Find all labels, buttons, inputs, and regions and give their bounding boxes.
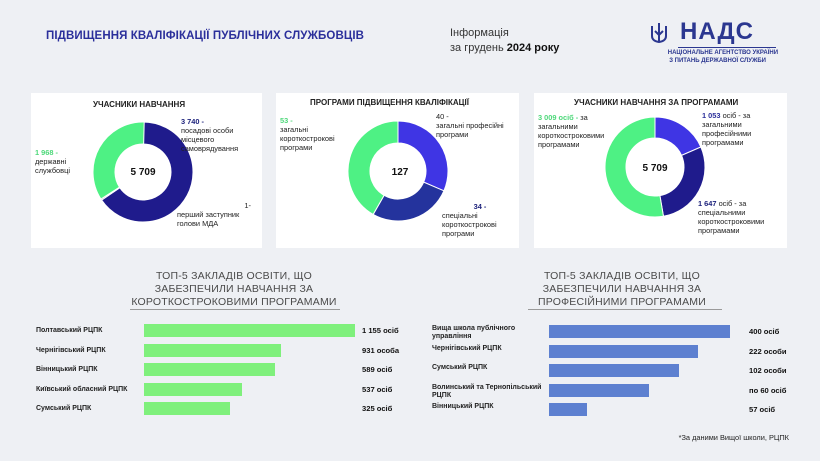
slice-text: спеціальні короткострокові програми	[442, 211, 497, 238]
bar	[549, 403, 588, 416]
bar-value-label: 325 осіб	[362, 404, 393, 413]
slice-value: 34 -	[473, 202, 487, 211]
slice-label-general-short: 53 - загальні короткострокові програми	[280, 116, 360, 152]
title-line: ЗАБЕЗПЕЧИЛИ НАВЧАННЯ ЗА	[154, 283, 314, 295]
bar-category-label: Чернігівський РЦПК	[36, 346, 106, 354]
bar-category-label: Київський обласний РЦПК	[36, 385, 128, 393]
slice-label-local-officials: 3 740 - посадові особи місцевого самовря…	[181, 117, 263, 153]
slice-label-special-short: 34 - спеціальні короткострокові програми	[442, 202, 518, 238]
slice-value: 1 647	[698, 199, 719, 208]
bar-category-label: Вища школа публічного управління	[432, 325, 516, 340]
card-title: УЧАСНИКИ НАВЧАННЯ ЗА ПРОГРАМАМИ	[574, 98, 739, 107]
card-participants: УЧАСНИКИ НАВЧАННЯ 5 709 3 740 - посадові…	[31, 93, 262, 248]
slice-value: 3 009 осіб -	[538, 113, 581, 122]
info-line2: за грудень 2024 року	[450, 41, 559, 56]
bar	[549, 344, 699, 358]
slice-label-general-short: 3 009 осіб - за загальними короткостроко…	[538, 113, 620, 149]
donut-slice-2	[604, 116, 665, 218]
slice-text: перший заступник голови МДА	[177, 210, 240, 228]
donut-center-total: 5 709	[642, 163, 668, 174]
card-participants-by-program: УЧАСНИКИ НАВЧАННЯ ЗА ПРОГРАМАМИ 5 709 3 …	[534, 93, 787, 248]
page-title: ПІДВИЩЕННЯ КВАЛІФІКАЦІЇ ПУБЛІЧНИХ СЛУЖБО…	[46, 30, 365, 42]
slice-value: 53 -	[280, 116, 293, 125]
donut-slice-2	[92, 121, 145, 200]
slice-label-general-professional: 40 - загальні професійні програми	[436, 112, 516, 139]
slice-value: 1 968 -	[35, 148, 59, 157]
slice-text: посадові особи місцевого самоврядування	[181, 126, 239, 153]
bar	[144, 324, 355, 337]
slice-text: осіб - за спеціальними короткостроковими…	[698, 199, 765, 235]
bar-category-label: Сумський РЦПК	[36, 405, 92, 412]
slice-text: державні службовці	[35, 157, 70, 175]
title-line: ЗАБЕЗПЕЧИЛИ НАВЧАННЯ ЗА	[542, 283, 702, 295]
bar-value-label: 102 особи	[749, 366, 787, 375]
bar	[144, 363, 275, 376]
bar	[144, 343, 281, 357]
bar	[549, 325, 730, 338]
card-title: ПРОГРАМИ ПІДВИЩЕННЯ КВАЛІФІКАЦІЇ	[310, 98, 469, 107]
card-programs: ПРОГРАМИ ПІДВИЩЕННЯ КВАЛІФІКАЦІЇ 127 40 …	[276, 93, 519, 248]
bar-value-label: 222 особи	[749, 346, 787, 356]
donut-chart-participants	[92, 121, 194, 223]
logo-subtitle-2: З ПИТАНЬ ДЕРЖАВНОЇ СЛУЖБИ	[669, 58, 766, 64]
bar-value-label: 1 155 осіб	[362, 326, 399, 335]
slice-value: 1-	[244, 201, 251, 210]
bar-value-label: 589 осіб	[362, 365, 393, 374]
bar-value-label: 400 осіб	[749, 327, 780, 336]
donut-chart-participants-by-program	[604, 116, 706, 218]
bar	[144, 402, 230, 415]
section-title-professional-programs: ТОП-5 ЗАКЛАДІВ ОСВІТИ, ЩО ЗАБЕЗПЕЧИЛИ НА…	[492, 270, 752, 309]
section-underline	[130, 309, 340, 310]
slice-text: осіб - за загальними професійними програ…	[702, 111, 752, 147]
slice-text: загальні професійні програми	[436, 121, 504, 139]
footnote: *За даними Вищої школи, РЦПК	[678, 433, 789, 442]
bar-category-label: Вінницький РЦПК	[432, 403, 494, 410]
donut-center-total: 127	[391, 167, 409, 178]
bar	[144, 382, 243, 396]
info-year: 2024 року	[506, 42, 560, 54]
title-line: ТОП-5 ЗАКЛАДІВ ОСВІТИ, ЩО	[155, 270, 313, 282]
slice-label-civil-servants: 1 968 - державні службовці	[35, 148, 85, 175]
bar-value-label: 537 осіб	[362, 384, 393, 394]
donut-slice-2	[347, 120, 399, 216]
bar-category-label: Чернігівський РЦПК	[432, 344, 502, 352]
bar	[549, 364, 679, 377]
bar-category-label: Волинський та Тернопільський РЦПК	[432, 383, 542, 399]
bar-category-label: Вінницький РЦПК	[36, 366, 98, 373]
logo-divider	[678, 47, 776, 48]
slice-value: 40 -	[436, 112, 449, 121]
donut-slice-0	[100, 121, 194, 223]
card-title: УЧАСНИКИ НАВЧАННЯ	[93, 100, 186, 109]
section-title-short-programs: ТОП-5 ЗАКЛАДІВ ОСВІТИ, ЩО ЗАБЕЗПЕЧИЛИ НА…	[104, 270, 364, 309]
logo-subtitle-1: НАЦІОНАЛЬНЕ АГЕНТСТВО УКРАЇНИ	[667, 50, 778, 56]
bar	[549, 383, 650, 397]
donut-center-total: 5 709	[130, 167, 156, 178]
slice-value: 3 740 -	[181, 117, 205, 126]
donut-chart-programs	[347, 120, 449, 222]
slice-label-special-short: 1 647 осіб - за спеціальними короткостро…	[698, 199, 784, 235]
bar-value-label: по 60 осіб	[749, 385, 787, 395]
slice-value: 1 053	[702, 111, 723, 120]
info-prefix: за грудень	[450, 42, 507, 54]
bar-value-label: 57 осіб	[749, 405, 776, 414]
logo-wordmark: НАДС	[680, 18, 754, 45]
bar-value-label: 931 особа	[362, 345, 400, 355]
title-line: КОРОТКОСТРОКОВИМИ ПРОГРАМАМИ	[131, 296, 337, 308]
report-period: Інформація за грудень 2024 року	[450, 26, 559, 56]
info-line1: Інформація	[450, 27, 509, 39]
bar-category-label: Полтавський РЦПК	[36, 327, 103, 334]
slice-label-first-deputy: 1- перший заступник голови МДА	[177, 201, 261, 228]
title-line: ПРОФЕСІЙНИМИ ПРОГРАМАМИ	[538, 296, 706, 308]
bar-category-label: Сумський РЦПК	[432, 364, 488, 371]
slice-text: за загальними короткостроковими програма…	[538, 113, 605, 149]
section-underline	[528, 309, 722, 310]
slice-text: загальні короткострокові програми	[280, 125, 335, 152]
slice-label-general-professional: 1 053 осіб - за загальними професійними …	[702, 111, 780, 147]
trident-icon	[651, 23, 667, 44]
title-line: ТОП-5 ЗАКЛАДІВ ОСВІТИ, ЩО	[543, 270, 701, 282]
